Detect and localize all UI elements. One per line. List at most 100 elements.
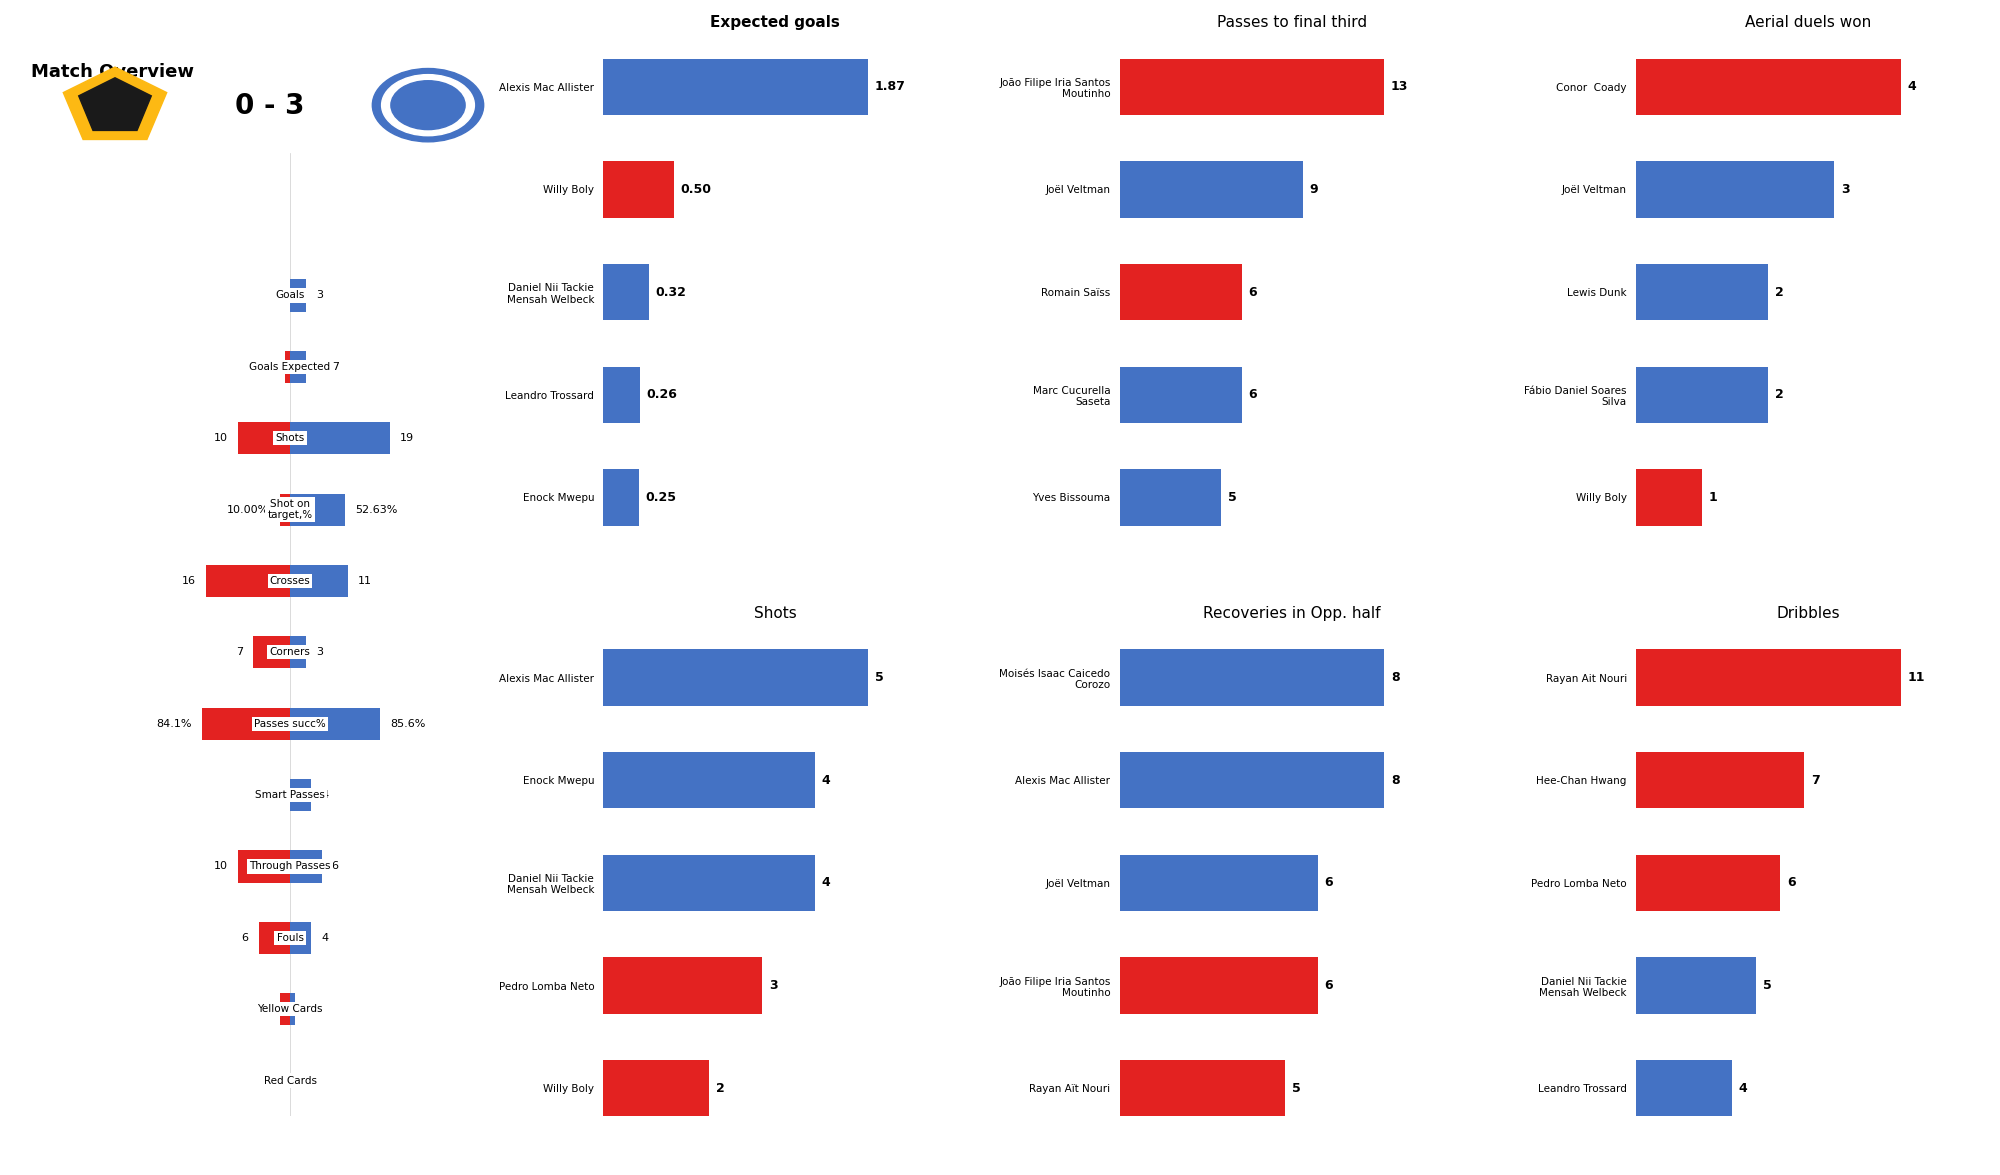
Text: 3: 3 <box>768 979 778 992</box>
Bar <box>258 921 290 954</box>
Bar <box>604 958 762 1014</box>
Text: 10.00%: 10.00% <box>228 504 270 515</box>
Text: 1: 1 <box>1708 491 1718 504</box>
Title: Expected goals: Expected goals <box>710 15 840 29</box>
Bar <box>1120 59 1384 115</box>
Text: 10: 10 <box>214 861 228 872</box>
Text: 84.1%: 84.1% <box>156 719 192 728</box>
Bar <box>254 637 290 669</box>
Title: Dribbles: Dribbles <box>1776 605 1840 620</box>
Bar <box>238 851 290 882</box>
Bar <box>604 650 868 706</box>
Bar <box>1636 264 1768 321</box>
Bar <box>1120 1060 1284 1116</box>
Text: 6: 6 <box>242 933 248 942</box>
Text: 1.87: 1.87 <box>874 80 906 93</box>
Text: 0: 0 <box>272 790 280 800</box>
Bar <box>290 851 322 882</box>
Text: 6: 6 <box>1248 286 1256 298</box>
Text: 4: 4 <box>320 933 328 942</box>
Text: 0.25: 0.25 <box>646 491 676 504</box>
Text: 5: 5 <box>1762 979 1772 992</box>
Bar <box>286 351 290 383</box>
Title: Shots: Shots <box>754 605 796 620</box>
Text: 8: 8 <box>1390 671 1400 684</box>
Text: 9: 9 <box>1310 183 1318 196</box>
Text: 2: 2 <box>262 1005 270 1014</box>
Text: 16: 16 <box>182 576 196 586</box>
Bar <box>238 422 290 455</box>
Text: 3: 3 <box>316 647 322 657</box>
Text: 6: 6 <box>1324 979 1334 992</box>
Text: 1: 1 <box>306 1005 312 1014</box>
Text: 2.97: 2.97 <box>316 362 340 371</box>
Bar <box>1636 59 1900 115</box>
Text: 10: 10 <box>214 434 228 443</box>
Text: Red Cards: Red Cards <box>264 1075 316 1086</box>
Bar <box>1636 1060 1732 1116</box>
Bar <box>1636 161 1834 217</box>
Text: 4: 4 <box>1908 80 1916 93</box>
Text: Through Passes: Through Passes <box>250 861 330 872</box>
Text: 5: 5 <box>874 671 884 684</box>
Bar <box>280 494 290 525</box>
Bar <box>604 59 868 115</box>
Text: Match Overview: Match Overview <box>30 62 194 81</box>
Bar <box>290 707 380 740</box>
Text: 2: 2 <box>1774 388 1784 401</box>
Text: 0.26: 0.26 <box>646 388 678 401</box>
Bar <box>604 367 640 423</box>
Text: Shot on
target,%: Shot on target,% <box>268 499 312 521</box>
Bar <box>206 565 290 597</box>
Text: 4: 4 <box>1738 1082 1748 1095</box>
Bar <box>604 854 816 911</box>
Bar <box>202 707 290 740</box>
Text: 85.6%: 85.6% <box>390 719 426 728</box>
Bar <box>290 637 306 669</box>
Text: 5: 5 <box>1228 491 1236 504</box>
Text: 6: 6 <box>1786 877 1796 889</box>
Bar <box>290 351 306 383</box>
Bar <box>604 264 648 321</box>
Bar <box>1120 161 1302 217</box>
Bar <box>1120 264 1242 321</box>
Text: 7: 7 <box>236 647 244 657</box>
Text: 2: 2 <box>1774 286 1784 298</box>
Bar <box>290 565 348 597</box>
Text: 2: 2 <box>716 1082 724 1095</box>
Bar <box>1636 752 1804 808</box>
Text: 6: 6 <box>1248 388 1256 401</box>
Text: 0.88: 0.88 <box>250 362 276 371</box>
Bar <box>290 921 312 954</box>
Text: 0: 0 <box>272 290 280 301</box>
Bar <box>1636 958 1756 1014</box>
Bar <box>604 752 816 808</box>
Text: 4: 4 <box>822 877 830 889</box>
Bar <box>1120 854 1318 911</box>
Text: 0 - 3: 0 - 3 <box>236 92 304 120</box>
Text: 3: 3 <box>316 290 322 301</box>
Polygon shape <box>64 67 166 140</box>
Text: 7: 7 <box>1810 774 1820 787</box>
Bar <box>1120 752 1384 808</box>
Circle shape <box>390 81 466 129</box>
Title: Aerial duels won: Aerial duels won <box>1744 15 1872 29</box>
Text: Crosses: Crosses <box>270 576 310 586</box>
Text: Yellow Cards: Yellow Cards <box>258 1005 322 1014</box>
Bar <box>290 779 312 811</box>
Text: 4: 4 <box>320 790 328 800</box>
Bar <box>1120 650 1384 706</box>
Polygon shape <box>78 78 152 130</box>
Text: Passes succ%: Passes succ% <box>254 719 326 728</box>
Text: 0: 0 <box>272 1075 280 1086</box>
Text: 0: 0 <box>300 1075 308 1086</box>
Text: Fouls: Fouls <box>276 933 304 942</box>
Text: 0.32: 0.32 <box>656 286 686 298</box>
Bar <box>604 1060 710 1116</box>
Bar <box>1636 367 1768 423</box>
Text: 5: 5 <box>1292 1082 1300 1095</box>
Text: 6: 6 <box>1324 877 1334 889</box>
Text: Smart Passes: Smart Passes <box>256 790 324 800</box>
Text: 0.50: 0.50 <box>680 183 712 196</box>
Title: Recoveries in Opp. half: Recoveries in Opp. half <box>1202 605 1380 620</box>
